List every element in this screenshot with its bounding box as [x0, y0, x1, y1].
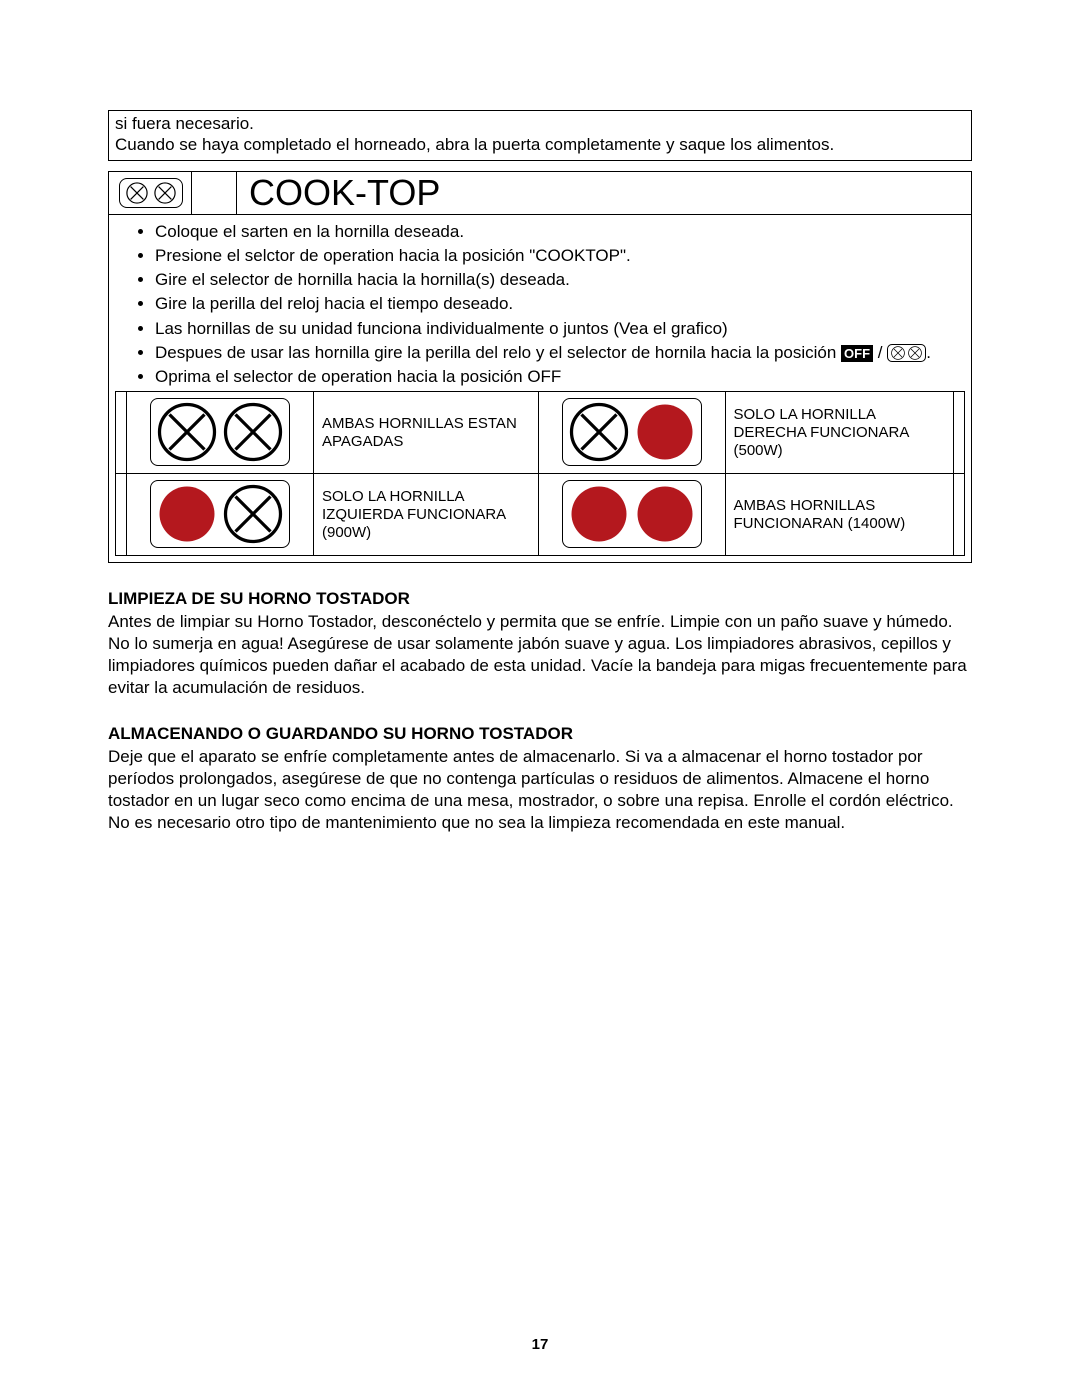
burner-off-icon — [126, 182, 148, 204]
burner-states-table: AMBAS HORNILLAS ESTAN APAGADAS SOLO LA H… — [115, 391, 965, 556]
cleaning-heading: LIMPIEZA DE SU HORNO TOSTADOR — [108, 589, 972, 609]
burner-off-icon — [891, 346, 905, 360]
storage-heading: ALMACENANDO O GUARDANDO SU HORNO TOSTADO… — [108, 724, 972, 744]
storage-body: Deje que el aparato se enfríe completame… — [108, 746, 972, 833]
page-number: 17 — [0, 1336, 1080, 1353]
instr6-mid: / — [878, 343, 887, 362]
state-icon-cell — [538, 474, 725, 556]
state-label: AMBAS HORNILLAS ESTAN APAGADAS — [314, 392, 539, 474]
off-chip: OFF — [841, 345, 873, 362]
instruction-item: Presione el selctor de operation hacia l… — [155, 245, 965, 266]
instr6-pre: Despues de usar las hornilla gire la per… — [155, 343, 841, 362]
table-edge — [116, 474, 127, 556]
burner-on-icon — [635, 484, 695, 544]
instruction-item: Coloque el sarten en la hornilla deseada… — [155, 221, 965, 242]
state-icon-cell — [127, 392, 314, 474]
instruction-item: Las hornillas de su unidad funciona indi… — [155, 318, 965, 339]
instruction-item: Oprima el selector de operation hacia la… — [155, 366, 965, 387]
table-edge — [116, 392, 127, 474]
inline-burner-icon — [887, 344, 926, 362]
cont-line2: Cuando se haya completado el horneado, a… — [115, 135, 834, 154]
state-label: AMBAS HORNILLAS FUNCIONARAN (1400W) — [725, 474, 954, 556]
burner-pair-icon — [119, 178, 183, 208]
burner-off-icon — [154, 182, 176, 204]
burner-pair-icon — [562, 398, 702, 466]
burner-off-icon — [569, 402, 629, 462]
burner-pair-icon — [150, 480, 290, 548]
section-header: COOK-TOP — [108, 171, 972, 215]
burner-off-icon — [223, 484, 283, 544]
cleaning-body: Antes de limpiar su Horno Tostador, desc… — [108, 611, 972, 698]
burner-on-icon — [635, 402, 695, 462]
header-burner-icon — [109, 172, 192, 214]
state-icon-cell — [538, 392, 725, 474]
burner-on-icon — [569, 484, 629, 544]
burner-on-icon — [157, 484, 217, 544]
manual-page: si fuera necesario. Cuando se haya compl… — [0, 0, 1080, 1397]
instructions-box: Coloque el sarten en la hornilla deseada… — [108, 215, 972, 564]
table-edge — [954, 474, 965, 556]
burner-off-icon — [908, 346, 922, 360]
cont-line1: si fuera necesario. — [115, 114, 254, 133]
state-label: SOLO LA HORNILLA IZQUIERDA FUNCIONARA (9… — [314, 474, 539, 556]
header-spacer — [192, 172, 237, 214]
instruction-item: Despues de usar las hornilla gire la per… — [155, 342, 965, 363]
instr6-post: . — [926, 343, 931, 362]
state-label: SOLO LA HORNILLA DERECHA FUNCIONARA (500… — [725, 392, 954, 474]
burner-off-icon — [157, 402, 217, 462]
state-icon-cell — [127, 474, 314, 556]
instruction-item: Gire el selector de hornilla hacia la ho… — [155, 269, 965, 290]
instructions-list: Coloque el sarten en la hornilla deseada… — [115, 221, 965, 388]
burner-off-icon — [223, 402, 283, 462]
table-edge — [954, 392, 965, 474]
burner-pair-icon — [150, 398, 290, 466]
continuation-box: si fuera necesario. Cuando se haya compl… — [108, 110, 972, 161]
section-title: COOK-TOP — [237, 172, 971, 214]
instruction-item: Gire la perilla del reloj hacia el tiemp… — [155, 293, 965, 314]
burner-pair-icon — [562, 480, 702, 548]
